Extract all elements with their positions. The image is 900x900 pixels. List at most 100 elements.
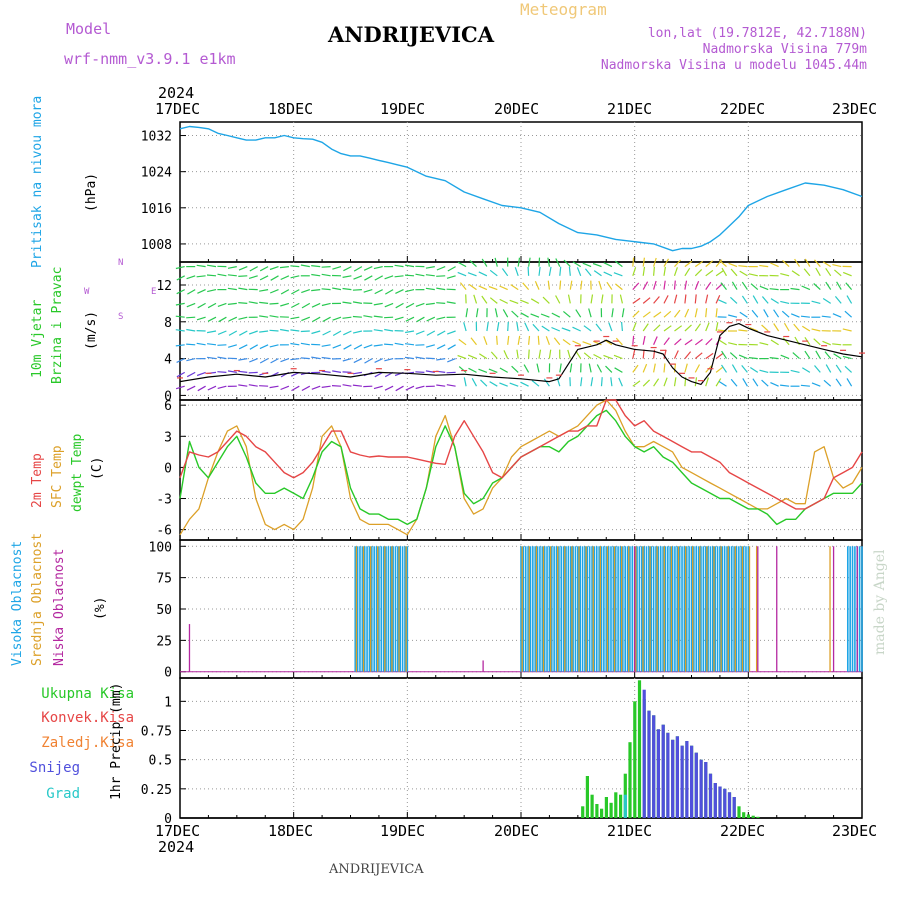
wind-arrow: [538, 257, 541, 267]
wind-arrow: [814, 365, 821, 373]
wind-arrow: [481, 295, 488, 304]
wind-arrow: [197, 302, 206, 309]
wind-arrow: [759, 264, 769, 268]
wind-arrow: [749, 326, 759, 332]
wind-arrow: [603, 271, 613, 277]
wind-arrow: [509, 382, 519, 387]
wind-arrow: [611, 308, 614, 318]
wind-arrow: [459, 282, 467, 290]
wind-arrow: [489, 297, 498, 304]
wind-arrow: [259, 266, 269, 272]
y-tick-label: 0.25: [141, 783, 172, 798]
wind-arrow: [352, 384, 362, 387]
wind-arrow: [352, 289, 362, 291]
wind-arrow: [572, 326, 581, 332]
wind-arrow: [446, 301, 456, 304]
wind-arrow: [290, 342, 300, 346]
precip-bar: [742, 812, 746, 818]
y-tick-label: 50: [156, 603, 172, 618]
wind-arrow: [684, 260, 693, 268]
wind-arrow: [436, 344, 446, 350]
wind-arrow: [742, 378, 748, 387]
wind-arrow: [384, 385, 394, 391]
wind-arrow: [321, 273, 331, 277]
wind-arrow: [705, 377, 709, 387]
wind-arrow: [593, 270, 602, 277]
wind-arrow: [804, 258, 811, 267]
wind-arrow: [269, 315, 279, 318]
model-label: Model: [66, 20, 112, 38]
wind-arrow: [478, 353, 488, 360]
wind-arrow: [300, 264, 310, 268]
precip-bar: [619, 794, 623, 818]
wind-arrow: [384, 328, 394, 332]
wind-arrow: [373, 266, 383, 270]
wind-arrow: [228, 344, 237, 348]
wind-arrow: [463, 322, 467, 332]
wind-arrow: [770, 298, 779, 304]
wind-arrow: [311, 385, 321, 390]
wind-arrow: [311, 330, 321, 335]
wind-arrow: [804, 350, 811, 359]
year-label-bottom: 2024: [158, 838, 195, 856]
wind-arrow: [374, 289, 383, 295]
wind-arrow: [834, 296, 842, 304]
wind-arrow: [363, 289, 373, 293]
wind-arrow: [374, 371, 383, 378]
time-label-bottom: 23DEC: [832, 822, 878, 840]
wind-arrow: [642, 266, 646, 276]
wind-arrow: [480, 379, 488, 387]
wind-arrow: [632, 310, 640, 318]
wind-arrow: [836, 281, 842, 290]
wind-arrow: [572, 261, 582, 268]
wind-arrow: [311, 265, 321, 268]
wind-arrow: [749, 366, 759, 373]
wind-arrow: [519, 299, 529, 304]
wind-arrow: [280, 385, 290, 391]
wind-arrow: [592, 262, 602, 268]
wind-arrow: [694, 377, 698, 387]
wind-arrow: [801, 325, 811, 332]
wind-arrow: [520, 381, 529, 387]
wind-arrow: [279, 266, 289, 269]
wind-arrow: [608, 322, 613, 332]
wind-arrow: [290, 275, 300, 279]
wind-arrow: [415, 371, 425, 373]
wind-arrow: [720, 282, 727, 290]
wind-arrow: [176, 289, 185, 295]
wind-arrow: [405, 302, 415, 309]
wind-arrow: [332, 330, 342, 337]
wind-arrow: [322, 316, 331, 323]
wind-arrow: [800, 315, 810, 318]
wind-arrow: [569, 280, 573, 290]
wind-arrow: [559, 266, 562, 276]
y-tick-label: 1024: [141, 166, 172, 181]
wind-arrow: [752, 295, 759, 304]
wind-arrow: [773, 323, 780, 332]
wind-arrow: [342, 301, 352, 304]
wind-arrow: [374, 275, 383, 281]
wind-arrow: [632, 335, 635, 345]
wind-arrow: [569, 363, 573, 373]
wind-arrow: [653, 378, 660, 387]
wind-arrow: [353, 275, 363, 280]
lonlat-text: lon,lat (19.7812E, 42.7188N): [647, 26, 867, 41]
compass-north: N: [118, 258, 124, 268]
y-tick-label: 0: [164, 461, 172, 476]
time-label-top: 18DEC: [268, 100, 314, 118]
wind-arrow: [719, 260, 727, 268]
wind-arrow: [684, 267, 691, 277]
wind-arrow: [811, 300, 821, 304]
wind-arrow: [489, 381, 498, 387]
wind-arrow: [759, 342, 769, 346]
wind-arrow: [475, 308, 479, 318]
wind-arrow: [811, 382, 821, 387]
wind-arrow: [425, 357, 435, 360]
wind-arrow: [794, 258, 801, 267]
y-tick-label: 4: [164, 353, 172, 368]
wind-arrow: [567, 349, 571, 359]
legend-freezing: Zaledj.Kisa: [41, 735, 134, 751]
precip-bar: [723, 788, 727, 818]
wind-arrow: [478, 368, 488, 373]
